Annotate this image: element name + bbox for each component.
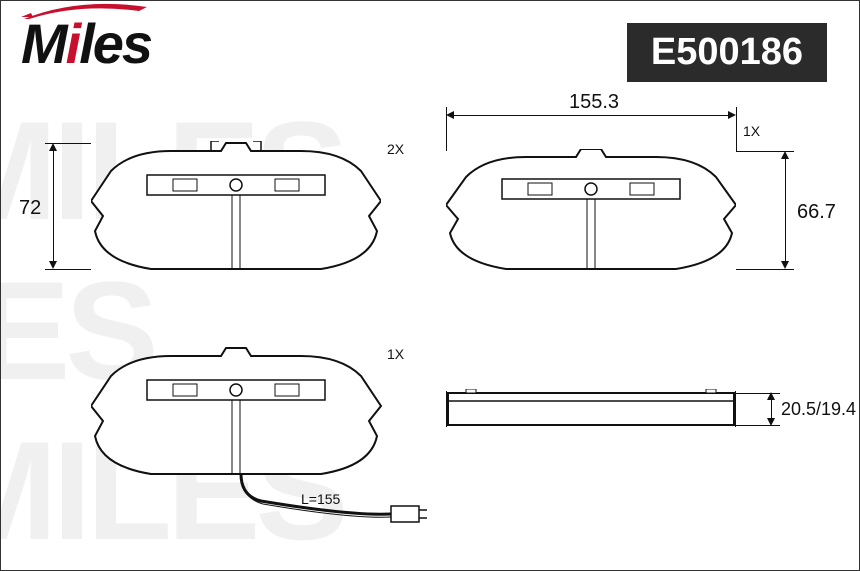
- brand-logo: Miles: [21, 11, 151, 76]
- pad-top-left: [91, 141, 381, 276]
- qty-top-left: 2X: [387, 141, 404, 157]
- dim-arrow-vertical: [53, 147, 54, 265]
- dim-height-right: 66.7: [797, 201, 836, 224]
- part-code-badge: E500186: [627, 23, 827, 82]
- qty-top-right: 1X: [743, 123, 760, 139]
- logo-i: i: [66, 12, 80, 75]
- dim-height-left: 72: [19, 197, 41, 220]
- pad-side-view: [446, 389, 736, 439]
- dim-arrow-vertical: [785, 155, 786, 265]
- pad-bottom-left: [91, 346, 401, 536]
- wire-length-label: L=155: [301, 491, 340, 507]
- dim-arrow-horizontal: [450, 115, 732, 116]
- qty-bottom-left: 1X: [387, 346, 404, 362]
- logo-les: les: [79, 12, 151, 75]
- dim-thickness: 20.5/19.4: [781, 399, 856, 420]
- logo-m: M: [21, 12, 66, 75]
- pad-top-right: [446, 149, 736, 274]
- dim-arrow-vertical: [771, 396, 772, 422]
- dim-width-top: 155.3: [569, 91, 619, 114]
